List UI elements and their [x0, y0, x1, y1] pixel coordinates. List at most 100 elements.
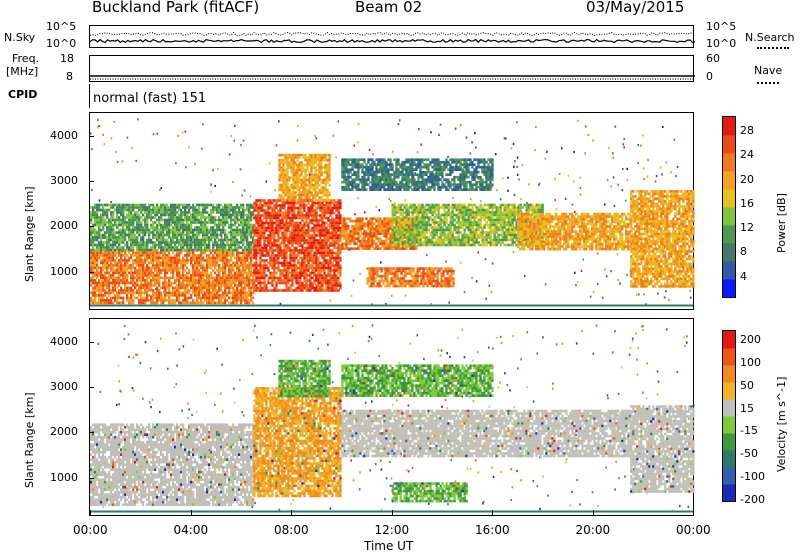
echo-cell [318, 153, 321, 157]
echo-cell [200, 264, 203, 267]
echo-cell [194, 279, 197, 282]
echo-cell [112, 301, 115, 305]
echo-cell [244, 251, 247, 255]
echo-cell [283, 266, 286, 270]
echo-cell [240, 203, 243, 207]
echo-cell [174, 231, 177, 234]
echo-cell [284, 178, 287, 182]
echo-cell [190, 231, 193, 234]
echo-cell [222, 243, 225, 247]
echo-cell [168, 289, 171, 292]
echo-cell [265, 289, 268, 292]
echo-cell [321, 234, 324, 237]
echo-cell [142, 236, 145, 239]
echo-cell [319, 286, 322, 290]
echo-cell [307, 216, 310, 220]
echo-cell [188, 228, 191, 232]
echo-cell [283, 201, 286, 205]
echo-cell [138, 261, 141, 265]
echo-cell [116, 248, 119, 252]
echo-cell [162, 264, 165, 267]
echo-cell [228, 271, 231, 275]
echo-cell [210, 236, 213, 239]
echo-cell [307, 264, 310, 267]
echo-cell [90, 261, 93, 265]
echo-cell [313, 241, 316, 245]
echo-cell [222, 276, 225, 280]
echo-cell [126, 254, 129, 257]
echo-cell [281, 264, 284, 267]
echo-cell [224, 271, 227, 275]
echo-cell [160, 301, 163, 305]
echo-cell [158, 241, 161, 244]
echo-cell [255, 214, 258, 217]
echo-cell [98, 284, 101, 287]
echo-cell [269, 281, 272, 285]
echo-cell [214, 208, 217, 212]
echo-cell [96, 216, 99, 219]
echo-cell [144, 208, 147, 212]
noise-cell [584, 152, 586, 155]
noise-cell [426, 167, 428, 171]
echo-cell [335, 259, 338, 262]
echo-cell [292, 193, 295, 197]
echo-cell [287, 261, 290, 265]
echo-cell [285, 274, 288, 277]
echo-cell [128, 206, 131, 209]
echo-cell [323, 281, 326, 285]
echo-cell [90, 243, 93, 247]
echo-cell [331, 216, 334, 220]
echo-cell [176, 284, 179, 287]
echo-cell [128, 301, 131, 305]
echo-cell [170, 213, 173, 217]
echo-cell [100, 223, 103, 227]
echo-cell [275, 219, 278, 222]
echo-cell [305, 216, 308, 220]
echo-cell [289, 249, 292, 252]
echo-cell [210, 296, 213, 300]
freq-label: Freq. [12, 52, 40, 65]
echo-cell [210, 203, 213, 207]
echo-cell [312, 163, 315, 167]
echo-cell [285, 254, 288, 257]
echo-cell [283, 264, 286, 267]
echo-cell [250, 296, 253, 300]
echo-cell [293, 264, 296, 267]
echo-cell [186, 281, 189, 285]
echo-cell [238, 243, 241, 247]
echo-cell [298, 196, 301, 199]
echo-cell [218, 203, 221, 207]
echo-cell [236, 256, 239, 260]
echo-cell [178, 276, 181, 280]
echo-cell [263, 221, 266, 225]
echo-cell [335, 241, 338, 245]
echo-cell [326, 193, 329, 197]
echo-cell [291, 229, 294, 232]
echo-cell [253, 244, 256, 247]
echo-cell [300, 193, 303, 197]
echo-cell [308, 161, 311, 164]
echo-cell [110, 251, 113, 255]
echo-cell [190, 296, 193, 300]
echo-cell [283, 211, 286, 215]
echo-cell [281, 224, 284, 227]
echo-cell [104, 279, 107, 282]
echo-cell [132, 236, 135, 239]
echo-cell [244, 213, 247, 217]
echo-cell [301, 234, 304, 237]
echo-cell [122, 291, 125, 295]
echo-cell [281, 206, 284, 210]
echo-cell [178, 223, 181, 227]
noise-cell [113, 120, 115, 123]
echo-cell [329, 226, 332, 230]
echo-cell [283, 236, 286, 240]
echo-cell [152, 259, 155, 262]
echo-cell [194, 249, 197, 252]
echo-cell [345, 217, 348, 220]
echo-cell [188, 296, 191, 300]
echo-cell [261, 231, 264, 235]
echo-cell [162, 233, 165, 237]
echo-cell [263, 199, 266, 202]
echo-cell [172, 221, 175, 224]
echo-cell [110, 276, 113, 280]
